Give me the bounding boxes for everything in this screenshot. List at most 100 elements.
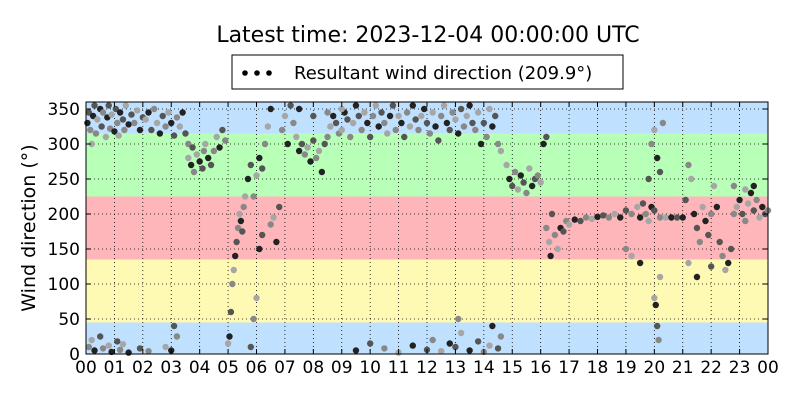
data-point	[142, 116, 149, 123]
data-point	[656, 214, 664, 221]
data-point	[551, 231, 559, 239]
data-point	[537, 179, 544, 186]
data-point	[369, 112, 377, 120]
x-tick-label: 06	[246, 358, 268, 378]
data-point	[295, 147, 303, 155]
data-point	[395, 112, 402, 120]
data-points	[84, 102, 772, 356]
data-point	[690, 210, 698, 218]
data-point	[494, 345, 502, 352]
data-point	[281, 112, 289, 120]
data-point	[492, 112, 499, 120]
y-tick-label: 150	[48, 240, 80, 260]
data-point	[520, 179, 527, 186]
data-point	[318, 168, 326, 176]
data-point	[153, 119, 161, 127]
data-point	[210, 147, 218, 155]
data-point	[628, 252, 635, 260]
data-point	[651, 207, 658, 214]
data-point	[716, 238, 723, 246]
data-point	[730, 210, 738, 218]
data-point	[108, 111, 115, 118]
data-point	[457, 329, 465, 337]
y-tick-label: 350	[48, 100, 80, 120]
data-point	[102, 133, 110, 141]
data-point	[750, 182, 757, 190]
data-point	[452, 116, 459, 123]
data-point	[366, 133, 374, 141]
x-tick-label: 16	[530, 358, 552, 378]
data-point	[310, 137, 317, 144]
data-point	[229, 280, 236, 288]
data-point	[381, 119, 388, 127]
data-point	[655, 336, 662, 344]
data-point	[423, 119, 431, 127]
data-point	[588, 215, 596, 223]
x-tick-label: 00	[75, 358, 97, 378]
data-point	[111, 128, 118, 135]
data-point	[287, 102, 294, 109]
data-point	[409, 342, 416, 349]
data-point	[452, 343, 459, 351]
data-point	[696, 238, 703, 246]
data-point	[227, 308, 235, 316]
data-point	[622, 207, 630, 214]
data-point	[145, 109, 152, 116]
y-tick-label: 100	[48, 275, 80, 295]
data-point	[253, 294, 260, 302]
data-point	[713, 203, 721, 211]
data-point	[438, 348, 445, 355]
data-point	[730, 182, 738, 190]
data-point	[162, 123, 169, 130]
data-point	[705, 231, 712, 239]
data-point	[372, 102, 380, 109]
data-point	[534, 172, 542, 179]
data-point	[207, 161, 215, 169]
y-axis-label-group: Wind direction (°)	[18, 144, 40, 311]
y-tick-label: 200	[48, 205, 80, 225]
data-point	[477, 140, 485, 148]
data-point	[582, 214, 590, 221]
data-point	[645, 217, 652, 225]
data-point	[682, 196, 689, 204]
data-point	[347, 133, 354, 141]
data-point	[463, 112, 470, 120]
x-tick-label: 00	[757, 358, 779, 378]
data-point	[128, 111, 135, 118]
x-tick-label: 10	[359, 358, 381, 378]
data-point	[239, 228, 246, 235]
data-point	[131, 119, 138, 127]
data-point	[170, 322, 178, 330]
data-point	[403, 109, 411, 116]
data-point	[88, 336, 95, 344]
data-point	[457, 105, 465, 113]
data-point	[759, 203, 766, 211]
data-point	[247, 343, 255, 351]
data-point	[338, 126, 345, 134]
data-point	[222, 137, 229, 144]
data-point	[435, 137, 442, 144]
data-point	[744, 200, 752, 207]
data-point	[739, 210, 746, 218]
data-point	[338, 105, 345, 113]
data-point	[742, 217, 749, 225]
data-point	[653, 154, 661, 162]
y-tick-label: 250	[48, 170, 80, 190]
x-tick-label: 22	[700, 358, 722, 378]
data-point	[523, 189, 530, 197]
data-point	[231, 252, 239, 260]
data-point	[486, 342, 493, 349]
legend: Resultant wind direction (209.9°)	[231, 54, 624, 90]
data-point	[226, 333, 233, 340]
data-point	[656, 273, 664, 281]
data-point	[727, 245, 735, 253]
data-point	[710, 182, 718, 190]
data-point	[446, 340, 453, 347]
data-point	[84, 119, 91, 127]
data-point	[733, 203, 740, 211]
data-point	[204, 154, 212, 162]
data-point	[114, 119, 121, 127]
data-point	[406, 123, 414, 130]
data-point	[176, 123, 183, 130]
data-point	[594, 213, 601, 220]
